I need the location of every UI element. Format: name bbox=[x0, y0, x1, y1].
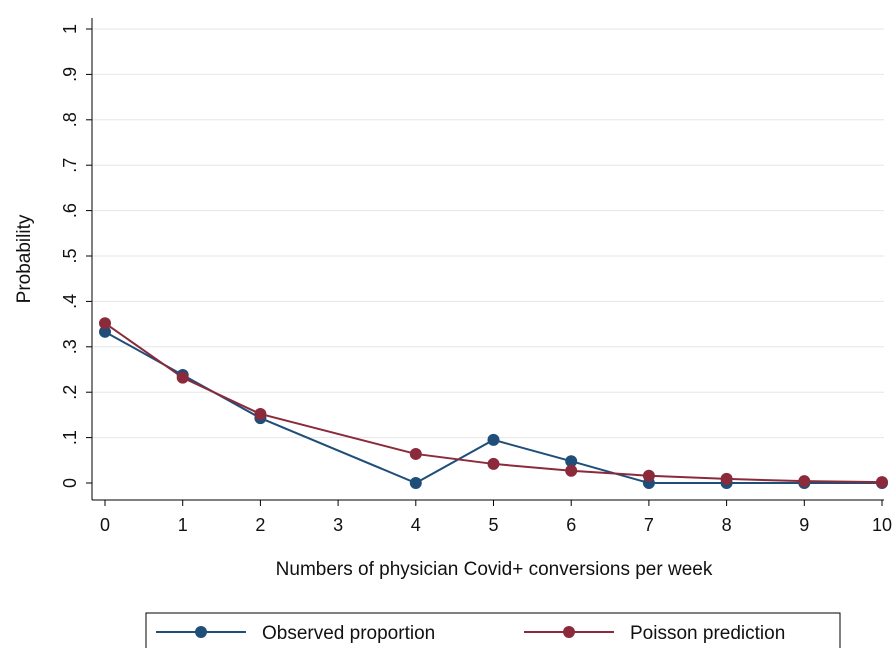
data-point-observed bbox=[487, 433, 500, 446]
y-tick-label: .8 bbox=[60, 112, 80, 127]
legend: Observed proportion Poisson prediction bbox=[145, 612, 841, 648]
legend-items: Observed proportion Poisson prediction bbox=[156, 623, 785, 644]
x-axis-title: Numbers of physician Covid+ conversions … bbox=[276, 559, 713, 580]
data-point-poisson bbox=[487, 457, 500, 470]
y-tick-label: .1 bbox=[60, 430, 80, 445]
legend-label: Observed proportion bbox=[262, 623, 435, 644]
x-tick-label: 7 bbox=[644, 515, 654, 535]
data-point-observed bbox=[565, 455, 578, 468]
legend-box bbox=[145, 612, 841, 648]
data-point-poisson bbox=[176, 371, 189, 384]
x-tick-label: 9 bbox=[799, 515, 809, 535]
x-tick-label: 6 bbox=[566, 515, 576, 535]
data-point-poisson bbox=[99, 317, 111, 330]
data-point-poisson bbox=[642, 469, 655, 482]
data-point-observed bbox=[99, 325, 111, 338]
x-tick-label: 0 bbox=[100, 515, 110, 535]
x-tick-label: 1 bbox=[178, 515, 188, 535]
x-ticks: 0 1 2 3 4 5 6 7 8 9 10 bbox=[100, 500, 892, 535]
y-tick-label: .7 bbox=[60, 158, 80, 173]
x-tick-label: 4 bbox=[411, 515, 421, 535]
data-point-poisson bbox=[720, 472, 733, 485]
data-point-poisson bbox=[565, 464, 578, 477]
y-tick-label: .2 bbox=[60, 385, 80, 400]
data-point-poisson bbox=[254, 407, 267, 420]
series-layer bbox=[99, 317, 888, 489]
x-tick-label: 10 bbox=[872, 515, 892, 535]
legend-label: Poisson prediction bbox=[630, 623, 785, 644]
y-tick-label: .6 bbox=[60, 203, 80, 218]
y-tick-label: .3 bbox=[60, 339, 80, 354]
y-ticks: 0 .1 .2 .3 .4 .5 .6 .7 .8 .9 1 bbox=[60, 24, 92, 488]
y-tick-label: .5 bbox=[60, 248, 80, 263]
y-tick-label: 1 bbox=[60, 24, 80, 34]
data-point-poisson bbox=[798, 475, 811, 488]
series-line-poisson bbox=[104, 322, 883, 484]
x-tick-label: 2 bbox=[255, 515, 265, 535]
x-tick-label: 5 bbox=[488, 515, 498, 535]
x-tick-label: 8 bbox=[722, 515, 732, 535]
y-axis-title: Probability bbox=[14, 214, 35, 303]
data-point-observed bbox=[409, 477, 422, 489]
data-point-poisson bbox=[876, 476, 888, 489]
y-tick-label: .9 bbox=[60, 67, 80, 82]
x-tick-label: 3 bbox=[333, 515, 343, 535]
legend-marker bbox=[195, 626, 207, 638]
legend-marker bbox=[563, 626, 575, 638]
y-tick-label: 0 bbox=[60, 478, 80, 488]
data-point-poisson bbox=[409, 447, 422, 460]
y-tick-label: .4 bbox=[60, 294, 80, 309]
gridlines bbox=[93, 28, 884, 439]
